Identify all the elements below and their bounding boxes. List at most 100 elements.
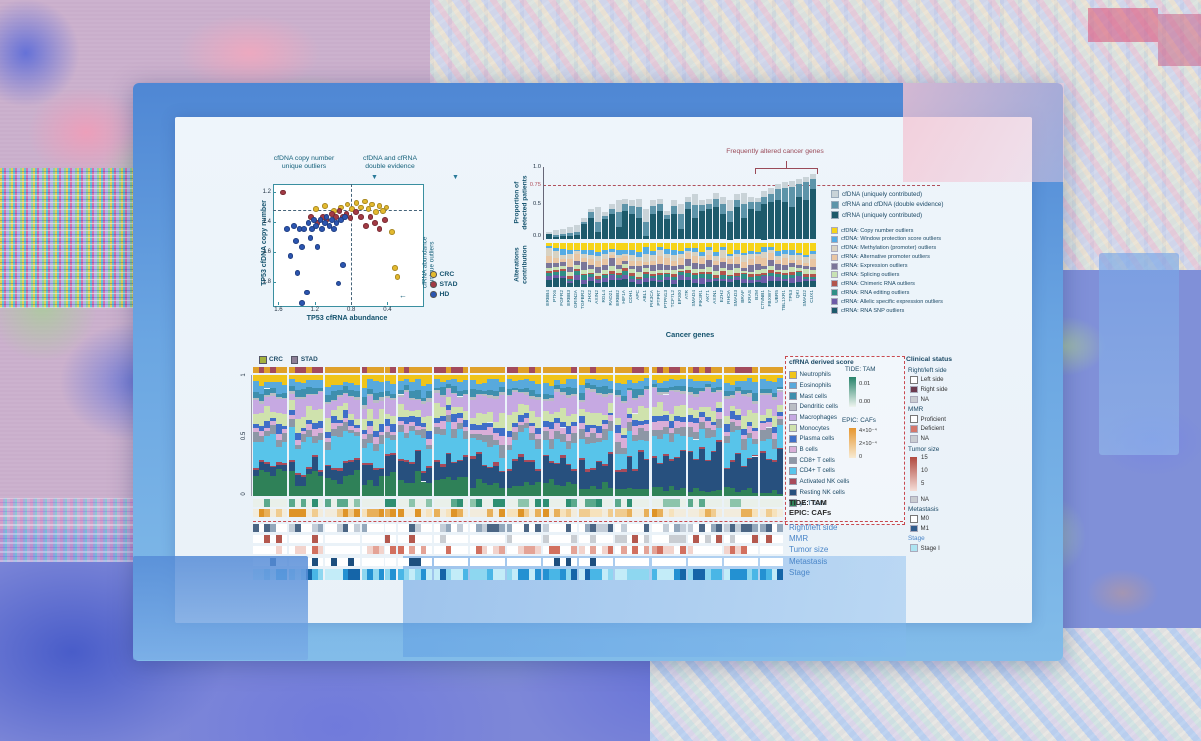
annotation-cell-epic [704, 509, 711, 517]
scatter-point-crc [362, 198, 368, 205]
composition-segment [735, 491, 742, 496]
composition-segment [765, 395, 772, 410]
composition-segment [620, 489, 627, 496]
annotation-cell-tide [699, 499, 705, 507]
composition-segment [704, 416, 711, 421]
composition-segment [325, 442, 332, 451]
annotation-cell-mmr [615, 535, 621, 543]
annotation-cell-mmr [729, 535, 736, 543]
composition-segment [325, 375, 332, 387]
composition-segment [451, 379, 457, 386]
legend-label: cfDNA: Window protection score outliers [841, 236, 942, 243]
annotation-cell-epic [434, 509, 440, 517]
composition-segment [451, 407, 457, 415]
alteration-segment [587, 243, 594, 250]
scatter-point-stad [352, 209, 359, 216]
composition-segment [493, 399, 499, 423]
composition-segment [487, 411, 494, 423]
composition-segment [426, 391, 433, 398]
alteration-segment [733, 249, 740, 255]
composition-segment [523, 378, 530, 388]
composition-segment [704, 437, 711, 461]
composition-segment [529, 375, 536, 382]
annotation-cell-mmr [607, 535, 614, 543]
gene-tick-label: RGL4 [601, 290, 607, 303]
composition-segment [462, 457, 469, 478]
gene-bar-segment [657, 203, 664, 211]
annotation-cell-mmr [723, 535, 730, 543]
composition-segment [579, 459, 585, 489]
alteration-segment [629, 281, 636, 287]
composition-segment [456, 459, 463, 462]
gene-alteration-bar [671, 243, 678, 287]
composition-segment [657, 463, 663, 465]
row-label-tumorsize: Tumor size [789, 545, 829, 554]
composition-segment [615, 471, 621, 489]
composition-segment [342, 430, 349, 461]
annotation-cell-tumorsize [325, 546, 332, 554]
composition-segment [741, 465, 747, 468]
background-glitch-noise-left [0, 168, 140, 308]
composition-segment [415, 429, 421, 436]
annotation-cell-tide [294, 499, 301, 507]
gene-bar-segment [754, 210, 761, 240]
gene-alteration-bar [747, 243, 754, 287]
composition-segment [342, 382, 349, 387]
annotation-cell-stage [487, 569, 494, 580]
gene-alteration-bar [608, 243, 615, 287]
gene-alteration-bar [761, 243, 768, 287]
annotation-cell-tumorsize [420, 546, 427, 554]
gene-bar-segment [615, 212, 622, 227]
annotation-cell-metastasis [584, 558, 591, 566]
annotation-cell-mmr [651, 535, 658, 543]
alteration-segment [601, 243, 608, 251]
composition-segment [384, 437, 391, 455]
gene-bar-segment [594, 207, 601, 222]
composition-segment [693, 460, 700, 489]
composition-segment [481, 465, 488, 467]
alteration-segment [580, 275, 587, 280]
scatter-point-stad [362, 223, 369, 229]
annotation-cell-metastasis [710, 558, 717, 566]
composition-segment [760, 451, 766, 453]
composition-segment [565, 441, 572, 449]
annotation-cell-tide [258, 499, 265, 507]
gene-bar-segment [796, 196, 803, 240]
annotation-cell-tide [590, 499, 597, 507]
composition-segment [777, 389, 783, 393]
gene-bar-segment [573, 225, 580, 232]
composition-segment [317, 471, 324, 476]
alteration-segment [747, 282, 754, 287]
composition-segment [729, 405, 736, 411]
alteration-segment [712, 243, 719, 252]
composition-segment [373, 392, 379, 401]
composition-segment [657, 486, 663, 496]
annotation-cell-mmr [439, 535, 446, 543]
alteration-segment [573, 243, 580, 250]
composition-segment [542, 454, 549, 456]
composition-segment [367, 425, 374, 435]
annotation-cell-metastasis [760, 558, 766, 566]
composition-segment [601, 378, 608, 386]
composition-segment [470, 433, 477, 438]
alteration-segment [796, 252, 803, 255]
legend-label: Resting NK cells [799, 488, 845, 496]
gene-bar-segment [803, 182, 810, 201]
alteration-segment [566, 249, 573, 254]
annotation-cell-metastasis [699, 558, 705, 566]
composition-segment [674, 456, 681, 459]
gene-bar-segment [601, 219, 608, 240]
composition-segment [373, 430, 379, 438]
annotation-cell-stage [336, 569, 343, 580]
composition-segment [409, 425, 416, 432]
overlay-glitch-red-block [1158, 14, 1201, 66]
gene-bar-segment [698, 200, 705, 206]
composition-segment [590, 384, 597, 389]
alteration-segment [559, 278, 566, 287]
composition-segment [571, 375, 578, 379]
annotation-cell-epic [281, 509, 288, 517]
composition-segment [487, 435, 494, 447]
annotation-cell-tide [535, 499, 541, 507]
composition-segment [584, 488, 591, 496]
composition-segment [325, 417, 332, 433]
